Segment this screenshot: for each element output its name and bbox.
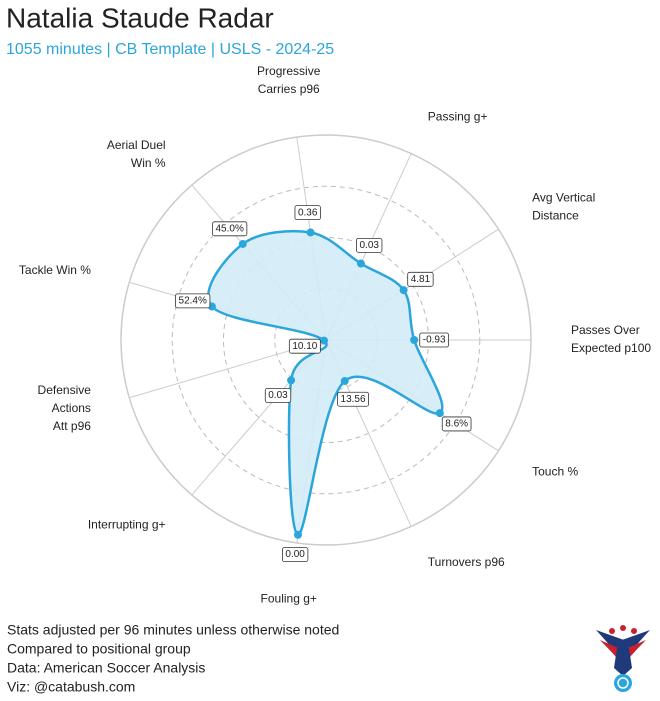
value-label-text: 8.6% xyxy=(445,419,468,430)
axis-label: Progressive xyxy=(257,64,321,78)
value-label-box xyxy=(212,221,248,237)
value-label: 52.4% xyxy=(175,293,211,309)
value-label: 45.0% xyxy=(212,221,248,237)
axis-label: Expected p100 xyxy=(571,341,651,355)
radar-point xyxy=(435,409,444,418)
value-label-text: 0.03 xyxy=(268,390,288,401)
value-label: 8.6% xyxy=(441,416,472,432)
radar-point xyxy=(356,259,365,268)
axis-label: Att p96 xyxy=(53,419,91,433)
axis-label: Aerial Duel xyxy=(107,138,166,152)
value-label-text: 10.10 xyxy=(292,341,317,352)
value-label-box xyxy=(441,416,472,432)
chart-title: Natalia Staude Radar xyxy=(6,2,274,33)
axis-label: Touch % xyxy=(532,465,578,479)
value-label-text: 4.81 xyxy=(411,274,431,285)
axis-label: Win % xyxy=(131,156,166,170)
value-label-text: 52.4% xyxy=(179,296,207,307)
axis-label: Tackle Win % xyxy=(19,263,91,277)
value-label-text: 45.0% xyxy=(215,223,243,234)
axis-label: Actions xyxy=(52,401,91,415)
axis-label: Interrupting g+ xyxy=(88,517,166,531)
axis-label: Defensive xyxy=(38,383,92,397)
value-label: 0.00 xyxy=(282,547,309,562)
value-label-box xyxy=(264,387,292,403)
logo xyxy=(596,625,650,692)
value-label-box xyxy=(337,391,369,407)
chart-subtitle: 1055 minutes | CB Template | USLS - 2024… xyxy=(6,41,334,58)
axis-label: Distance xyxy=(532,209,579,223)
radar-point xyxy=(410,336,419,344)
axis-label: Turnovers p96 xyxy=(428,555,505,569)
value-label-box xyxy=(407,271,434,287)
radar-point xyxy=(238,239,247,248)
value-label-text: 0.36 xyxy=(298,207,318,218)
value-label-box xyxy=(419,332,449,348)
value-label-box xyxy=(175,293,211,309)
footer-note: Data: American Soccer Analysis xyxy=(7,660,205,676)
value-label-box xyxy=(282,547,309,562)
value-label: 13.56 xyxy=(337,391,369,407)
value-label-text: -0.93 xyxy=(423,335,446,346)
radar-point xyxy=(340,377,349,386)
axis-label: Avg Vertical xyxy=(532,191,595,205)
value-label-box xyxy=(288,338,321,354)
axis-label: Fouling g+ xyxy=(261,592,317,606)
value-label-box xyxy=(356,237,383,253)
radar-point xyxy=(306,228,315,237)
value-label-text: 0.03 xyxy=(359,240,379,251)
value-label: -0.93 xyxy=(419,332,449,348)
value-label-text: 13.56 xyxy=(341,394,366,405)
value-label: 10.10 xyxy=(288,338,321,354)
value-label-text: 0.00 xyxy=(285,549,305,560)
radar-point xyxy=(287,376,296,385)
radar-point xyxy=(399,286,408,295)
footer-note: Viz: @catabush.com xyxy=(7,679,135,695)
radar-point xyxy=(293,530,302,539)
value-label: 4.81 xyxy=(407,271,434,287)
radar-area xyxy=(207,229,444,537)
value-label-box xyxy=(294,205,321,221)
value-label: 0.03 xyxy=(356,237,383,253)
value-label: 0.03 xyxy=(264,387,292,403)
axis-label: Passes Over xyxy=(571,323,640,337)
footer-note: Compared to positional group xyxy=(7,641,191,657)
radar-point xyxy=(320,336,329,345)
footer-note: Stats adjusted per 96 minutes unless oth… xyxy=(7,622,339,638)
value-label: 0.36 xyxy=(294,205,321,221)
axis-label: Passing g+ xyxy=(428,109,488,123)
axis-label: Carries p96 xyxy=(258,82,320,96)
